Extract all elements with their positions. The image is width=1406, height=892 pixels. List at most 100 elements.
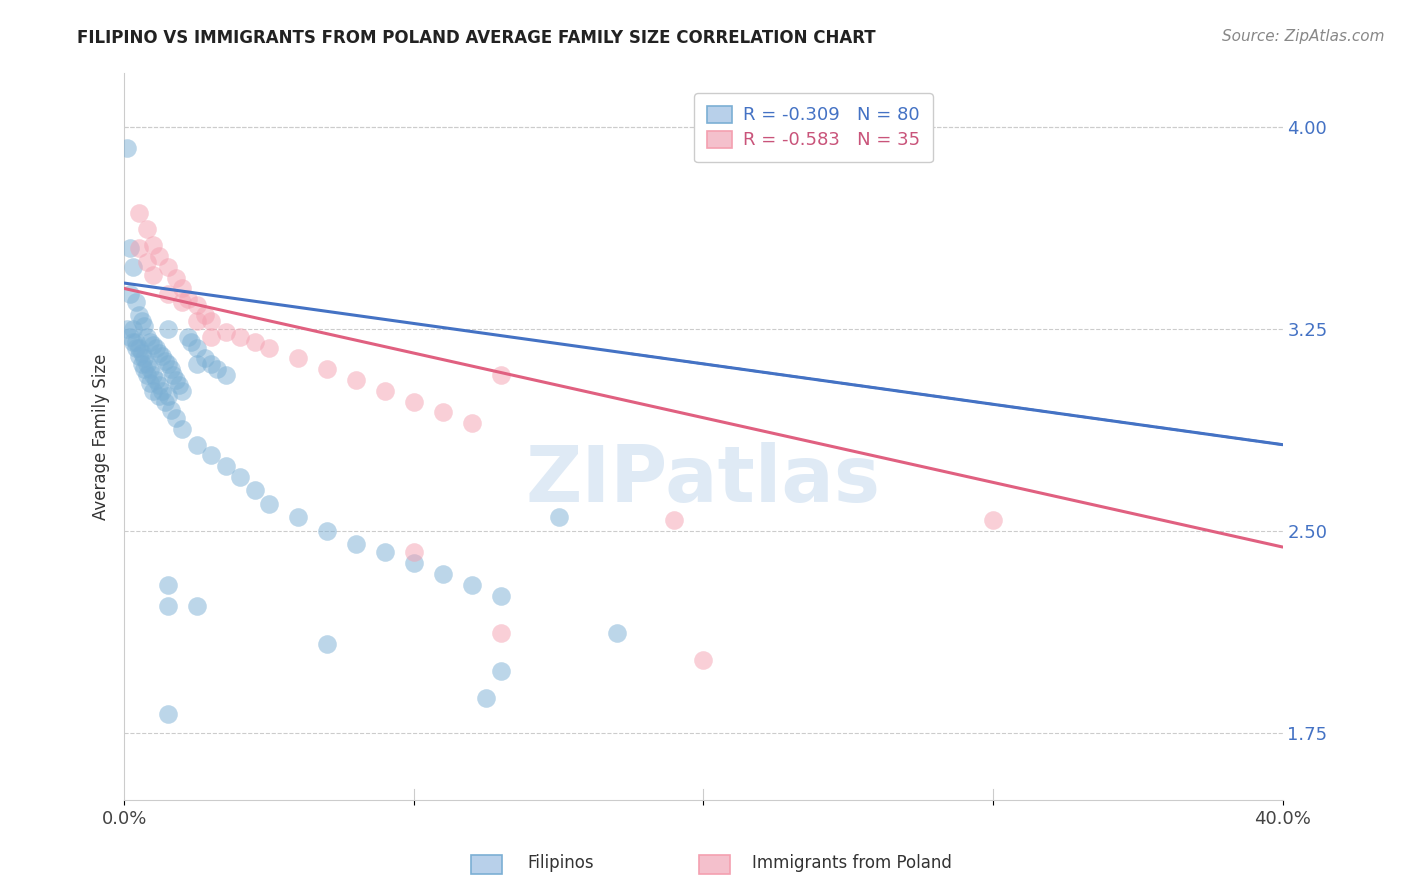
Point: [344, 537, 367, 551]
Point: [172, 294, 194, 309]
Point: [136, 368, 159, 382]
Point: [257, 497, 280, 511]
Point: [115, 322, 138, 336]
Point: [159, 362, 181, 376]
Y-axis label: Average Family Size: Average Family Size: [93, 353, 110, 520]
Point: [165, 410, 187, 425]
Point: [186, 438, 208, 452]
Point: [194, 309, 217, 323]
Legend: R = -0.309   N = 80, R = -0.583   N = 35: R = -0.309 N = 80, R = -0.583 N = 35: [695, 93, 932, 162]
Point: [186, 599, 208, 614]
Point: [156, 260, 179, 274]
Point: [153, 394, 176, 409]
Point: [136, 357, 159, 371]
Point: [316, 524, 339, 538]
Point: [128, 349, 150, 363]
Point: [200, 449, 222, 463]
Point: [177, 292, 200, 306]
Point: [194, 351, 217, 366]
Point: [186, 298, 208, 312]
Text: Source: ZipAtlas.com: Source: ZipAtlas.com: [1222, 29, 1385, 44]
Point: [180, 335, 202, 350]
Point: [150, 384, 173, 398]
Point: [153, 354, 176, 368]
Point: [142, 338, 165, 352]
Point: [172, 281, 194, 295]
Point: [402, 545, 425, 559]
Point: [148, 346, 170, 360]
Point: [186, 341, 208, 355]
Point: [402, 556, 425, 570]
Point: [125, 294, 148, 309]
Point: [136, 222, 159, 236]
Point: [344, 373, 367, 387]
Point: [205, 362, 228, 376]
Point: [214, 459, 236, 474]
Point: [172, 384, 194, 398]
Point: [165, 373, 187, 387]
Point: [374, 384, 396, 398]
Point: [145, 341, 167, 355]
Point: [134, 362, 156, 376]
Point: [136, 330, 159, 344]
Point: [162, 368, 184, 382]
Point: [148, 249, 170, 263]
Text: Filipinos: Filipinos: [527, 855, 593, 872]
Point: [118, 330, 141, 344]
Point: [131, 346, 153, 360]
Point: [172, 421, 194, 435]
Point: [165, 270, 187, 285]
Point: [156, 706, 179, 721]
Point: [489, 589, 512, 603]
Point: [214, 325, 236, 339]
Point: [186, 314, 208, 328]
Point: [150, 349, 173, 363]
Point: [139, 335, 162, 350]
Point: [316, 362, 339, 376]
Point: [115, 141, 138, 155]
Point: [287, 351, 309, 366]
Point: [461, 416, 484, 430]
Text: Immigrants from Poland: Immigrants from Poland: [752, 855, 952, 872]
Point: [200, 330, 222, 344]
Point: [128, 206, 150, 220]
Point: [128, 341, 150, 355]
Point: [186, 357, 208, 371]
Point: [432, 405, 454, 419]
Point: [136, 254, 159, 268]
Point: [156, 357, 179, 371]
Point: [547, 510, 569, 524]
Point: [200, 314, 222, 328]
Point: [145, 373, 167, 387]
Point: [489, 664, 512, 678]
Point: [606, 626, 628, 640]
Point: [142, 368, 165, 382]
Point: [122, 322, 145, 336]
Point: [402, 394, 425, 409]
Text: FILIPINO VS IMMIGRANTS FROM POLAND AVERAGE FAMILY SIZE CORRELATION CHART: FILIPINO VS IMMIGRANTS FROM POLAND AVERA…: [77, 29, 876, 46]
Point: [461, 578, 484, 592]
Point: [131, 314, 153, 328]
Point: [981, 513, 1004, 527]
Point: [139, 376, 162, 390]
Point: [177, 330, 200, 344]
Point: [243, 483, 266, 498]
Point: [316, 637, 339, 651]
Point: [167, 378, 190, 392]
Point: [214, 368, 236, 382]
Point: [692, 653, 714, 667]
Point: [142, 238, 165, 252]
Point: [122, 260, 145, 274]
Point: [118, 241, 141, 255]
Point: [475, 690, 498, 705]
Point: [142, 384, 165, 398]
Point: [200, 357, 222, 371]
Point: [139, 362, 162, 376]
Point: [156, 389, 179, 403]
Point: [257, 341, 280, 355]
Point: [229, 330, 252, 344]
Point: [122, 335, 145, 350]
Point: [287, 510, 309, 524]
Point: [148, 378, 170, 392]
Point: [128, 309, 150, 323]
